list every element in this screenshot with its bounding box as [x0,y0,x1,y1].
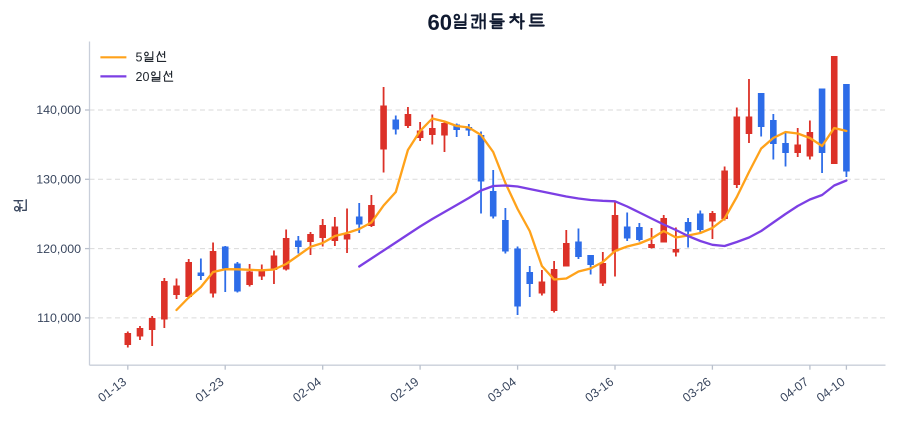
svg-text:140,000: 140,000 [36,103,81,117]
svg-text:130,000: 130,000 [36,173,81,187]
svg-text:20: 20 [136,70,150,84]
svg-text:60: 60 [428,10,452,35]
svg-text:5: 5 [136,50,143,64]
svg-text:120,000: 120,000 [36,242,81,256]
svg-text:110,000: 110,000 [37,311,81,325]
